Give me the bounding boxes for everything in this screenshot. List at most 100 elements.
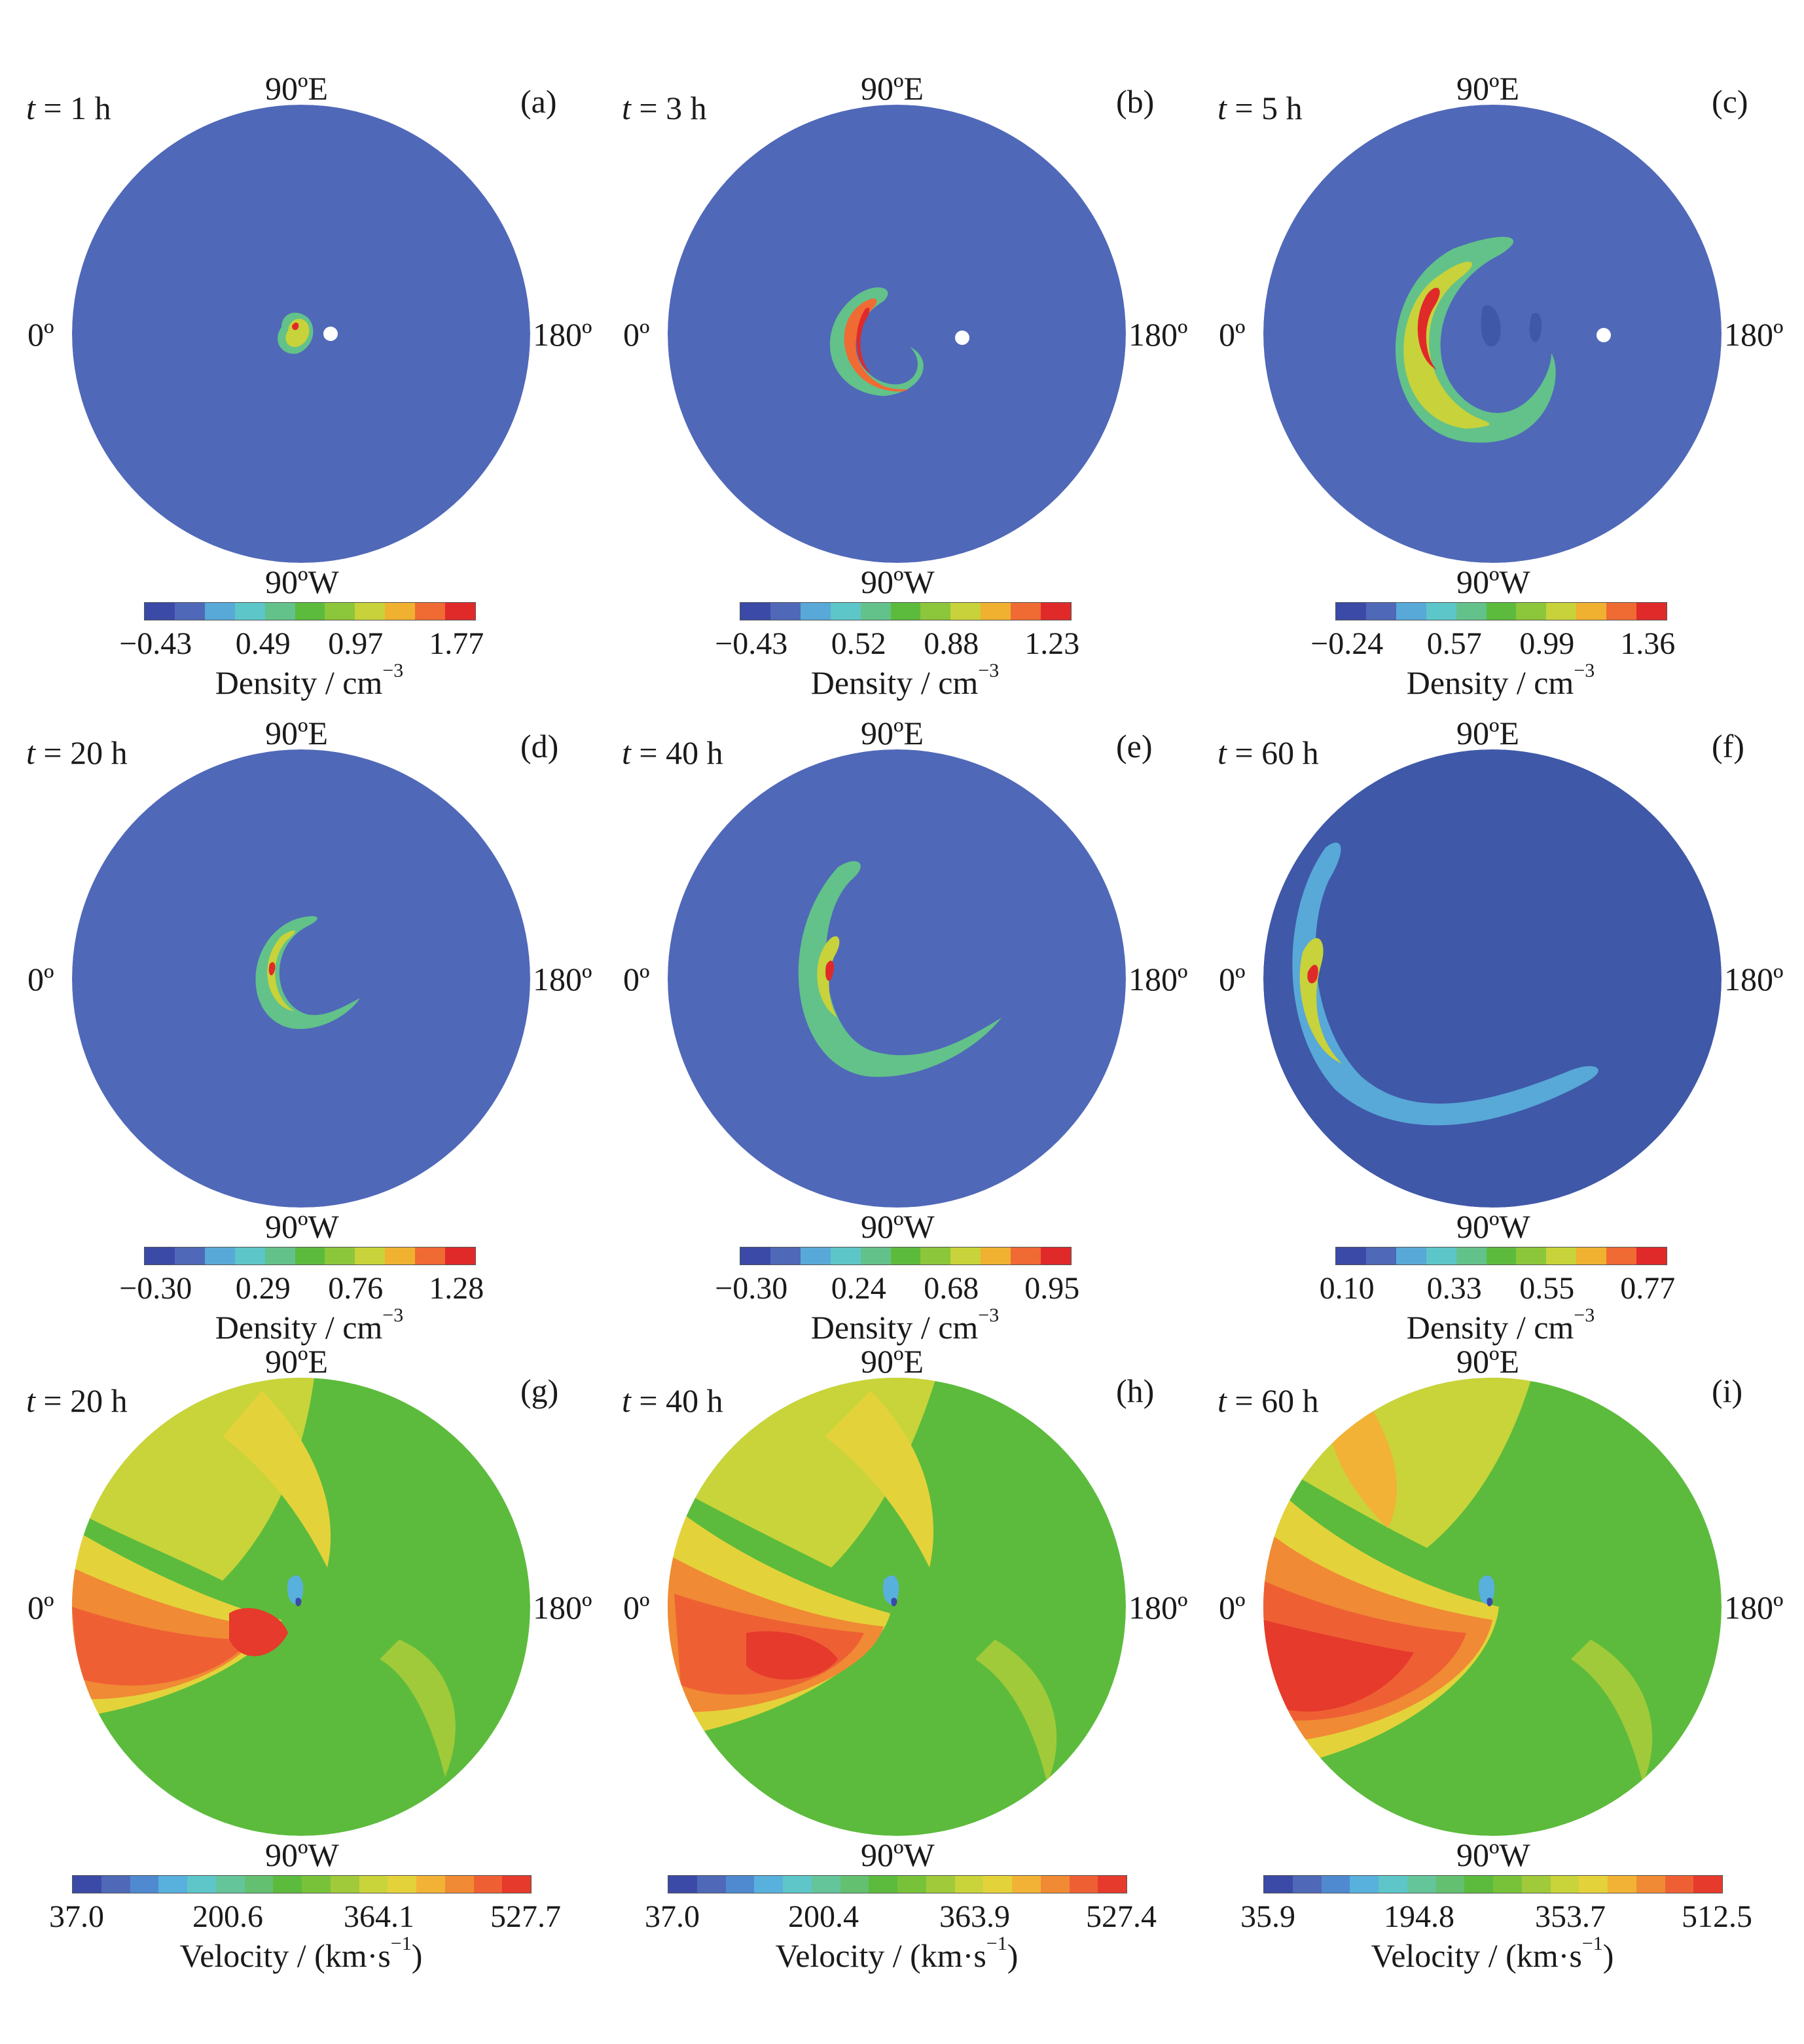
colorbar-swatch (355, 603, 386, 620)
colorbar-swatch (1365, 603, 1396, 620)
colorbar-swatch (1435, 1876, 1465, 1893)
velocity-contour-7 (883, 1575, 899, 1604)
panel-e: t = 40 h (e) 90ºE 90ºW 0º 180º −0.30 0.24 0.68 0.… (596, 645, 1197, 1344)
colorbar-swatch (920, 1247, 951, 1264)
panel-a: t = 1 h (a) 90ºE 90ºW 0º 180º −0.43 0.49 0.97 1.7… (0, 0, 601, 699)
colorbar-title: Velocity / (km·s−1) (179, 1933, 423, 1974)
colorbar-swatch (1521, 1876, 1551, 1893)
time-value: = 60 h (1226, 734, 1319, 771)
colorbar-swatch (264, 1247, 295, 1264)
colorbar-tick-label: 0.57 (1426, 626, 1482, 661)
colorbar-swatch (1040, 1876, 1070, 1893)
colorbar-tick-label: 0.95 (1024, 1271, 1080, 1306)
velocity-contour-8 (891, 1598, 897, 1607)
time-value: = 1 h (35, 90, 111, 126)
colorbar-swatch (770, 1247, 801, 1264)
axis-label-top: 90ºE (265, 70, 329, 107)
source-marker (955, 331, 969, 345)
colorbar-swatch (385, 603, 416, 620)
colorbar-swatch (502, 1876, 531, 1893)
contour-field (72, 1378, 530, 1836)
axis-label-bottom: 90ºW (1456, 1837, 1530, 1873)
velocity-contour-6 (975, 1640, 1057, 1784)
axis-label-right: 180º (1724, 316, 1784, 353)
velocity-contour-8 (1487, 1598, 1493, 1607)
axis-label-right: 180º (533, 316, 592, 353)
panel-time-label: t = 5 h (1218, 90, 1303, 126)
contour-field (1263, 749, 1722, 1208)
colorbar-title: Density / cm−3 (215, 1304, 404, 1346)
panel-d: t = 20 h (d) 90ºE 90ºW 0º 180º −0.30 0.29 0.76 1.… (0, 645, 601, 1344)
colorbar-tick-label: 0.77 (1620, 1271, 1676, 1306)
axis-label-left: 0º (1219, 961, 1246, 997)
density-contour-2 (292, 322, 299, 331)
time-value: = 20 h (35, 1382, 128, 1419)
time-value: = 5 h (1226, 90, 1303, 126)
colorbar-swatch (1516, 603, 1547, 620)
colorbar-swatch (860, 603, 891, 620)
colorbar-swatch (1493, 1876, 1522, 1893)
time-value: = 20 h (35, 734, 128, 771)
axis-label-bottom: 90ºW (861, 1837, 935, 1873)
panel-f: t = 60 h (f) 90ºE 90ºW 0º 180º 0.10 0.33 0.55 0.7… (1191, 645, 1792, 1344)
colorbar-tick-label: −0.24 (1310, 626, 1384, 661)
colorbar-swatch (416, 1876, 445, 1893)
axis-label-bottom: 90ºW (1456, 564, 1530, 600)
colorbar-swatch (1606, 603, 1637, 620)
colorbar-swatch (811, 1876, 840, 1893)
colorbar-swatch (445, 603, 475, 620)
colorbar-tick-label: −0.30 (715, 1271, 788, 1306)
colorbar (72, 1875, 532, 1893)
colorbar-tick-label: 200.6 (192, 1899, 263, 1934)
source-marker (323, 327, 338, 341)
density-contour-0 (1292, 842, 1598, 1126)
colorbar-swatch (273, 1876, 302, 1893)
colorbar-swatch (1321, 1876, 1350, 1893)
panel-time-label: t = 60 h (1218, 1382, 1319, 1419)
colorbar-swatch (800, 1247, 831, 1264)
panel-letter: (c) (1712, 83, 1748, 120)
colorbar-swatch (187, 1876, 216, 1893)
colorbar-tick-label: 0.76 (328, 1271, 384, 1306)
colorbar-swatch (1426, 603, 1456, 620)
velocity-contour-7 (1479, 1575, 1495, 1604)
colorbar-swatch (830, 1247, 861, 1264)
panel-letter: (g) (520, 1372, 559, 1409)
panel-i: t = 60 h (i) 90ºE 90ºW 0º 180º 35.9 194.8 353.7 5… (1191, 1286, 1792, 1972)
colorbar-swatch (1350, 1876, 1379, 1893)
axis-label-right: 180º (533, 1589, 592, 1626)
panel-b: t = 3 h (b) 90ºE 90ºW 0º 180º −0.43 0.52 0.88 1.2… (596, 0, 1197, 699)
colorbar-swatch (1486, 1247, 1517, 1264)
colorbar (668, 1875, 1127, 1893)
colorbar-swatch (926, 1876, 955, 1893)
colorbar-swatch (385, 1247, 416, 1264)
axis-label-left: 0º (623, 316, 650, 353)
colorbar-swatch (1665, 1876, 1694, 1893)
colorbar-swatch (890, 1247, 921, 1264)
colorbar-tick-label: 0.24 (831, 1271, 886, 1306)
disk-background (668, 749, 1126, 1208)
axis-label-top: 90ºE (265, 1343, 329, 1380)
colorbar-title: Density / cm−3 (810, 1304, 1000, 1346)
velocity-contour-5 (223, 1391, 331, 1568)
colorbar-swatch (1396, 1247, 1426, 1264)
velocity-contour-3 (1263, 1620, 1414, 1712)
colorbar-swatch (983, 1876, 1012, 1893)
time-value: = 3 h (630, 90, 707, 126)
source-marker (1597, 328, 1611, 342)
velocity-contour-6 (380, 1640, 456, 1777)
panel-time-label: t = 40 h (622, 734, 723, 771)
panel-g: t = 20 h (g) 90ºE 90ºW 0º 180º 37.0 200.6 364.1 5… (0, 1286, 601, 1972)
panel-time-label: t = 20 h (26, 734, 128, 771)
axis-label-right: 180º (1724, 1589, 1784, 1626)
colorbar-swatch (981, 1247, 1011, 1264)
colorbar-swatch (1069, 1876, 1098, 1893)
colorbar-swatch (1336, 1247, 1366, 1264)
colorbar-tick-label: 1.36 (1620, 626, 1676, 661)
colorbar-tick-label: 1.77 (429, 626, 484, 661)
density-contour-2 (1307, 965, 1318, 984)
colorbar-swatch (1550, 1876, 1579, 1893)
colorbar-tick-label: 0.99 (1519, 626, 1575, 661)
colorbar-title: Density / cm−3 (810, 660, 1000, 701)
